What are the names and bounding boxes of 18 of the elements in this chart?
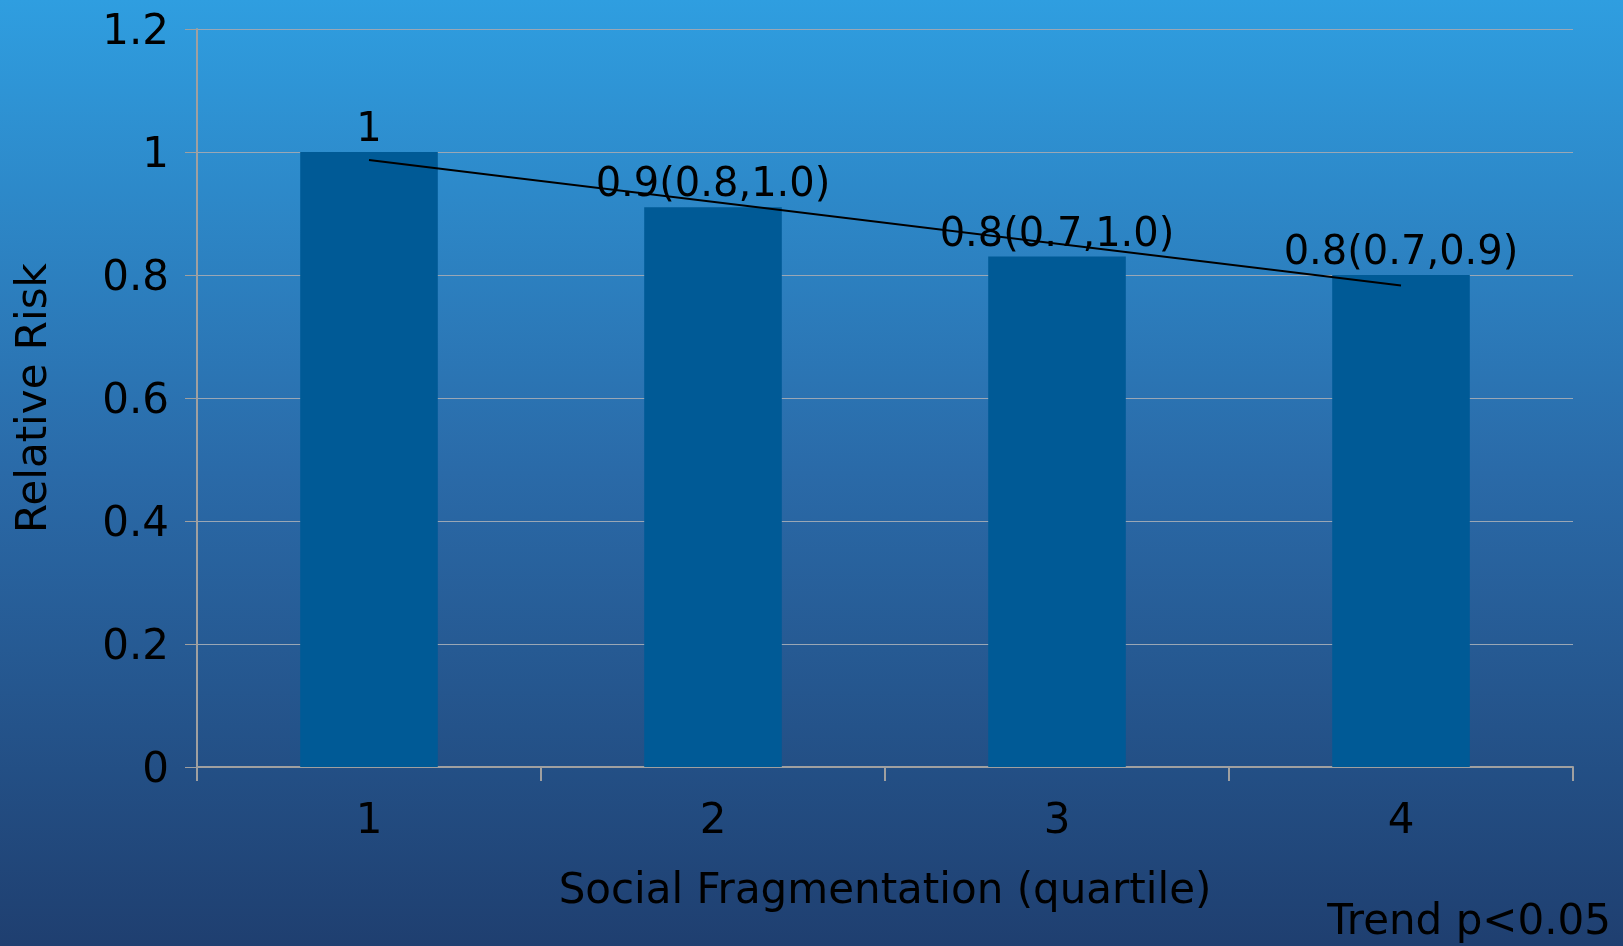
- x-tick-label: 4: [1387, 793, 1415, 843]
- x-tick-label: 2: [699, 793, 727, 843]
- y-tick-label: 0.8: [102, 250, 169, 300]
- data-label: 1: [356, 104, 382, 150]
- x-tick-label: 1: [355, 793, 383, 843]
- y-tick-label: 1.2: [102, 4, 169, 54]
- y-tick-label: 0.6: [102, 373, 169, 423]
- y-tick-label: 0.2: [102, 619, 169, 669]
- y-tick-label: 0: [142, 742, 169, 792]
- y-axis-title: Relative Risk: [6, 262, 56, 533]
- x-tick-label: 3: [1043, 793, 1071, 843]
- x-axis-title: Social Fragmentation (quartile): [558, 863, 1212, 913]
- text: Trend p<0.05: [1326, 894, 1612, 944]
- data-label: 0.9(0.8,1.0): [595, 159, 831, 206]
- y-tick-label: 0.4: [102, 496, 169, 546]
- data-label: 0.8(0.7,0.9): [1283, 227, 1519, 273]
- y-tick-label: 1: [142, 127, 169, 177]
- data-label: 0.8(0.7,1.0): [939, 208, 1175, 255]
